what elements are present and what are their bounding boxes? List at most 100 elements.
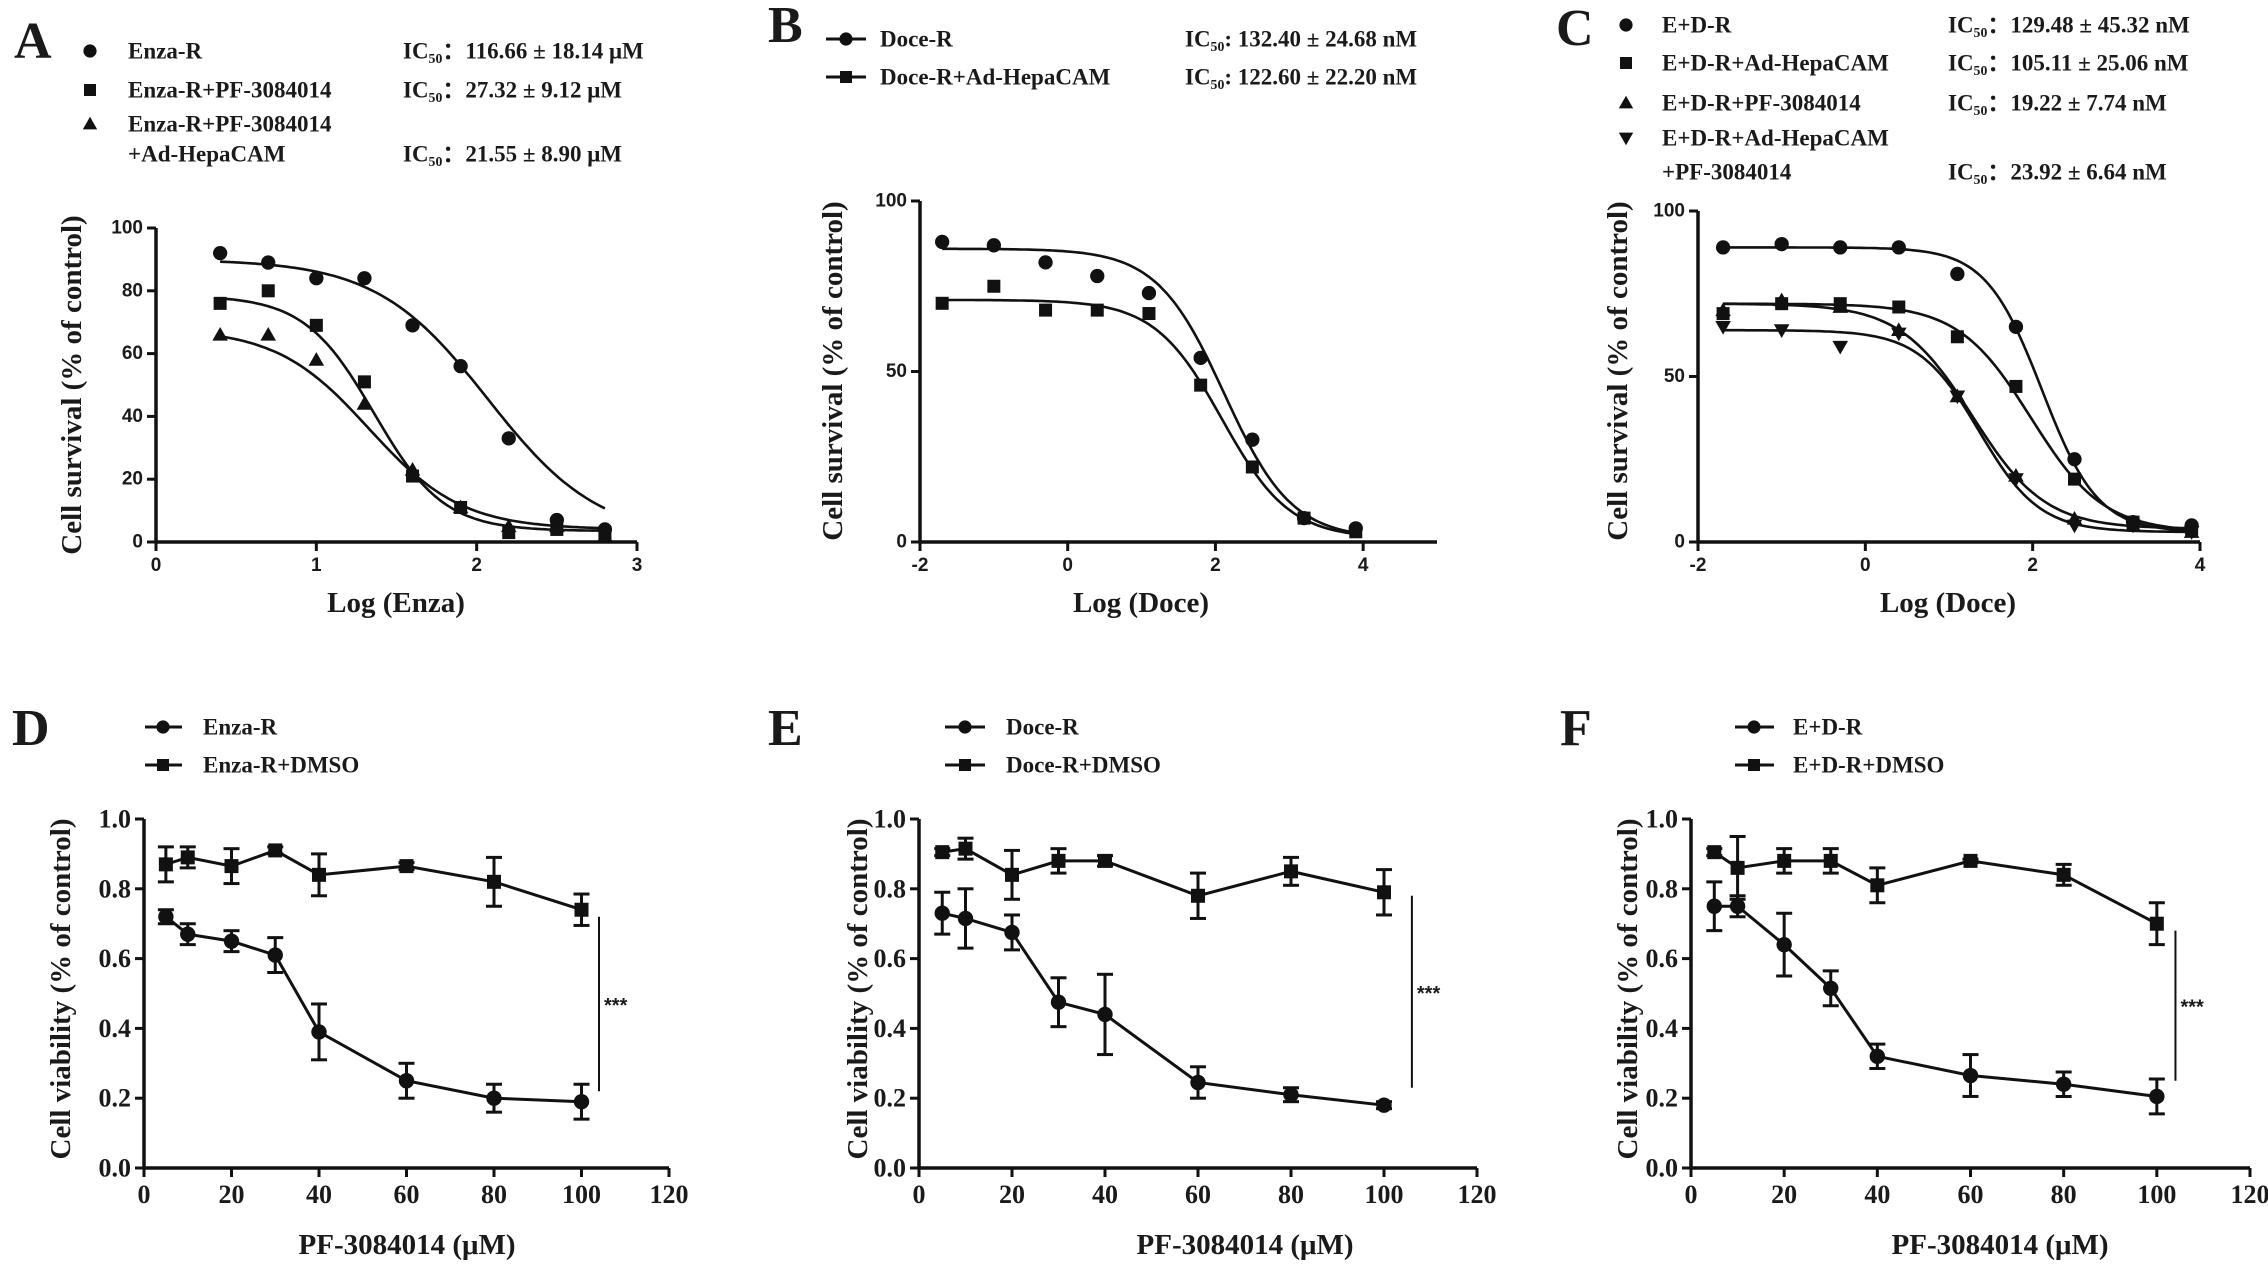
legend-label: Doce-R (1006, 715, 1079, 740)
square-marker (1349, 525, 1363, 539)
legend-entry: Enza-R+PF-3084014 +Ad-HepaCAM IC₅₀：21.55 ±… (82, 112, 622, 167)
circle-marker (1619, 18, 1633, 32)
x-axis-label: PF-3084014 (μM) (1892, 1229, 2109, 1261)
significance-label: *** (604, 995, 628, 1017)
series-doce-r (934, 887, 1392, 1113)
ic50-label: IC₅₀：19.22 ± 7.74 nM (1948, 91, 2167, 116)
x-tick-label: -2 (912, 555, 929, 576)
y-axis-label: Cell survival (% of control) (817, 201, 849, 540)
square-marker (309, 318, 323, 332)
triangle-marker (1773, 292, 1790, 307)
x-axis-label: Log (Doce) (1880, 587, 2016, 619)
fit-curve (942, 298, 1356, 536)
triangle-marker (452, 499, 469, 514)
series-enza-r (157, 908, 590, 1121)
fit-curve (219, 297, 605, 532)
triangle-marker (549, 518, 565, 533)
square-marker (959, 759, 971, 771)
circle-marker (1190, 1074, 1206, 1091)
significance-label: *** (1417, 983, 1441, 1005)
circle-marker (1823, 980, 1839, 996)
legend-label: +PF-3084014 (1662, 160, 1792, 185)
triangle-marker (260, 326, 277, 341)
y-tick-label: 1.0 (99, 805, 132, 834)
circle-marker (180, 926, 196, 942)
legend-entry: Doce-R+Ad-HepaCAM IC₅₀: 122.60 ± 22.20 nM (826, 65, 1417, 90)
x-tick-label: 1 (311, 555, 322, 576)
series-enza-r-pf-3084014-ad-hepacam (212, 326, 613, 542)
x-tick-label: 3 (632, 555, 643, 576)
circle-marker (1193, 350, 1208, 366)
panel-d: D 0 20 40 60 80 100 120 0.0 0.2 0.4 0.6 0.8 1.0 PF-308… (12, 700, 689, 1261)
legend-entry: E+D-R+Ad-HepaCAM +PF-3084014 IC₅₀：23.92 ± … (1618, 126, 2167, 185)
ic50-label: IC₅₀: 132.40 ± 24.68 nM (1185, 27, 1417, 52)
circle-marker (1376, 1097, 1392, 1113)
legend-entry: Doce-R (945, 715, 1079, 740)
circle-marker (405, 318, 420, 333)
x-tick-label: 120 (1458, 1180, 1497, 1209)
square-marker (935, 296, 949, 310)
legend-label: Enza-R+PF-3084014 (128, 112, 332, 137)
square-marker (987, 279, 1001, 293)
legend-entry: E+D-R IC₅₀：129.48 ± 45.32 nM (1619, 13, 2190, 38)
circle-marker (957, 910, 974, 927)
triangle-down-marker (2008, 473, 2024, 487)
square-marker (1777, 853, 1792, 868)
circle-marker (83, 44, 97, 58)
y-tick-label: 100 (111, 218, 143, 239)
square-marker (158, 857, 173, 872)
panel-label: B (768, 0, 803, 54)
x-tick-label: 100 (1365, 1180, 1404, 1209)
y-tick-label: 0 (1674, 532, 1685, 553)
circle-marker (1715, 240, 1731, 255)
legend-label: +Ad-HepaCAM (128, 142, 286, 167)
circle-marker (501, 431, 516, 446)
triangle-down-marker (1715, 321, 1731, 335)
square-marker (84, 84, 96, 96)
ic50-label: IC₅₀：27.32 ± 9.12 μM (403, 78, 622, 103)
x-tick-label: 40 (306, 1180, 332, 1209)
y-tick-label: 0.6 (874, 944, 907, 973)
triangle-marker (597, 527, 613, 542)
legend-label: Doce-R+Ad-HepaCAM (880, 65, 1111, 90)
square-marker (2009, 379, 2023, 393)
circle-marker (1706, 898, 1722, 914)
circle-marker (573, 1093, 590, 1110)
ic50-label: IC₅₀：21.55 ± 8.90 μM (403, 142, 622, 167)
x-tick-label: 2 (471, 555, 482, 576)
circle-marker (261, 255, 276, 270)
y-tick-label: 0.4 (99, 1014, 132, 1043)
square-marker (180, 850, 195, 865)
fit-curve (1723, 328, 2192, 534)
triangle-down-marker (1773, 324, 1790, 338)
y-axis-label: Cell viability (% of control) (45, 819, 77, 1160)
x-axis-label: PF-3084014 (μM) (299, 1229, 516, 1261)
triangle-down-marker (2183, 526, 2200, 540)
circle-marker (357, 271, 372, 286)
triangle-marker (1715, 302, 1731, 317)
y-tick-label: 100 (1653, 201, 1685, 222)
panel-label: E (768, 700, 803, 757)
circle-marker (1038, 255, 1053, 270)
square-marker (1870, 878, 1885, 893)
triangle-down-marker (2066, 519, 2083, 534)
square-marker (1090, 303, 1104, 317)
legend-entry: Enza-R+DMSO (145, 753, 359, 778)
y-tick-label: 1.0 (874, 805, 907, 834)
square-marker (1823, 853, 1838, 868)
square-marker (840, 71, 852, 83)
circle-marker (1090, 268, 1105, 284)
square-marker (2068, 472, 2081, 486)
series-e-d-r (1706, 880, 2165, 1116)
circle-marker (1869, 1048, 1886, 1065)
square-marker (935, 845, 950, 860)
square-marker (487, 874, 501, 889)
series-e-d-r-dmso (1706, 834, 2165, 947)
y-tick-label: 0.0 (99, 1154, 132, 1183)
square-marker (574, 902, 589, 917)
series-doce-r-ad-hepacam (935, 279, 1363, 539)
series-doce-r-dmso (934, 836, 1392, 920)
legend-label: Doce-R+DMSO (1006, 753, 1161, 778)
x-tick-label: -2 (1690, 555, 1707, 576)
